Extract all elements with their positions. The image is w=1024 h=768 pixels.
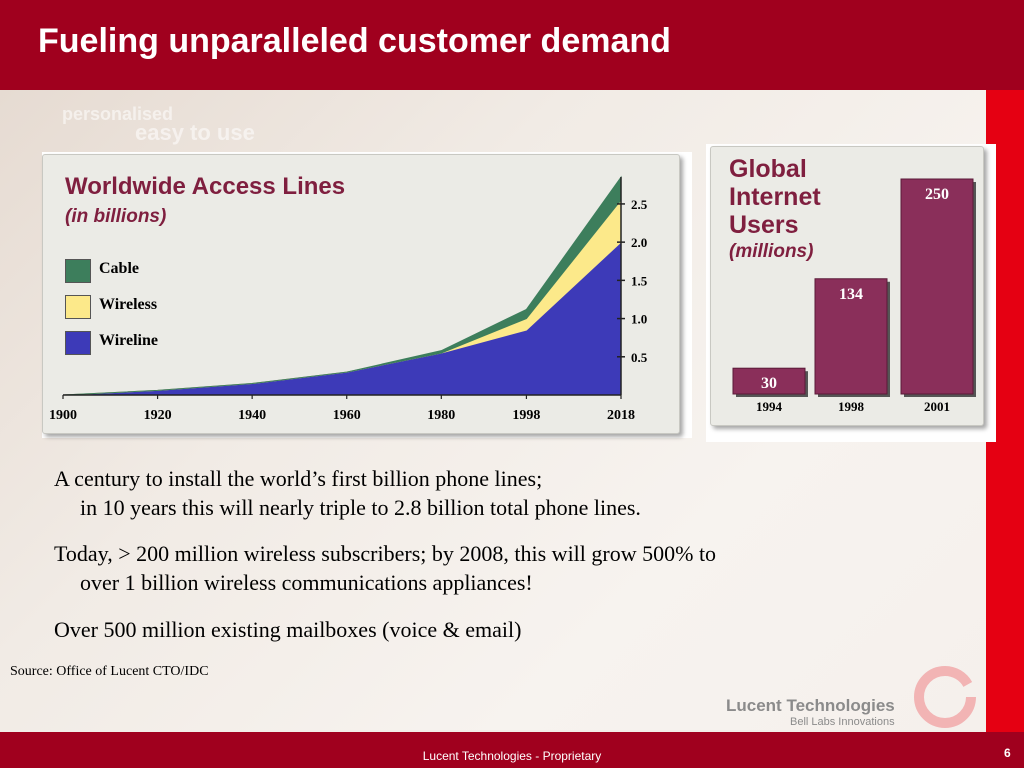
y-tick-label: 2.5	[631, 197, 648, 212]
internet-users-panel: Global Internet Users (millions) 30 1994 1…	[706, 144, 996, 442]
x-tick-label: 1980	[427, 408, 455, 423]
background-text-1: personalised	[62, 104, 174, 124]
internet-users-title-line-1: Global	[729, 155, 807, 183]
internet-users-chart-card: Global Internet Users (millions) 30 1994 1…	[710, 146, 984, 426]
internet-users-subtitle: (millions)	[729, 241, 814, 262]
bullet-1-line-1: A century to install the world’s first b…	[54, 466, 543, 491]
internet-users-title-line-3: Users	[729, 211, 799, 239]
access-lines-area-chart: 0.5 1.0 1.5 2.0 2.5 1900 1920 1940 1960 1980 1998 2…	[49, 175, 648, 423]
bar-category-label: 1998	[838, 399, 865, 414]
footer-bar	[0, 732, 1024, 768]
lucent-logo-tagline: Bell Labs Innovations	[790, 716, 895, 728]
internet-users-title-line-2: Internet	[729, 183, 821, 211]
y-tick-label: 0.5	[631, 350, 648, 365]
background-text-2: easy to use	[135, 120, 255, 145]
x-tick-label: 1920	[144, 408, 172, 423]
x-tick-label: 2018	[607, 408, 635, 423]
bullet-2-line-1: Today, > 200 million wireless subscriber…	[54, 541, 717, 566]
lucent-logo-text: Lucent Technologies	[726, 696, 895, 715]
access-lines-chart-title: Worldwide Access Lines	[65, 173, 346, 200]
bar-category-label: 1994	[756, 399, 783, 414]
y-tick-label: 1.0	[631, 312, 647, 327]
x-tick-label: 1900	[49, 408, 77, 423]
title-bar	[0, 0, 1024, 90]
legend-swatch-wireless	[65, 295, 91, 319]
legend-swatch-cable	[65, 259, 91, 283]
bar-value-label: 30	[761, 375, 777, 392]
x-tick-label: 1998	[512, 408, 540, 423]
bar-1994	[732, 367, 806, 395]
bullet-1-line-2: in 10 years this will nearly triple to 2…	[80, 495, 641, 520]
legend-swatch-wireline	[65, 331, 91, 355]
x-tick-label: 1960	[333, 408, 361, 423]
bar-value-label: 250	[925, 186, 949, 203]
access-lines-panel: Worldwide Access Lines (in billions) Cab…	[42, 152, 692, 438]
access-lines-chart-subtitle: (in billions)	[65, 206, 167, 227]
footer-text: Lucent Technologies - Proprietary	[422, 749, 602, 763]
legend-label-wireline: Wireline	[99, 332, 158, 349]
bullet-2-line-2: over 1 billion wireless communications a…	[80, 570, 533, 595]
bar-category-label: 2001	[924, 399, 950, 414]
source-note: Source: Office of Lucent CTO/IDC	[10, 664, 209, 679]
bullet-3: Over 500 million existing mailboxes (voi…	[54, 615, 521, 644]
y-tick-label: 2.0	[631, 235, 647, 250]
bar-value-label: 134	[839, 286, 863, 303]
slide-title: Fueling unparalleled customer demand	[38, 22, 671, 60]
bar-2001	[900, 178, 974, 395]
x-tick-label: 1940	[238, 408, 266, 423]
y-tick-label: 1.5	[631, 273, 648, 288]
bullet-2: Today, > 200 million wireless subscriber…	[54, 539, 716, 597]
legend-label-wireless: Wireless	[99, 296, 158, 313]
internet-users-bar-chart: 30 1994 134 1998 250 2001	[732, 178, 976, 414]
bullet-3-line-1: Over 500 million existing mailboxes (voi…	[54, 617, 522, 642]
page-number: 6	[1004, 746, 1011, 760]
lucent-ring-logo	[914, 666, 976, 728]
bullet-1: A century to install the world’s first b…	[54, 464, 641, 522]
legend-label-cable: Cable	[99, 260, 139, 277]
bar-1998	[814, 278, 888, 395]
access-lines-chart-card: Worldwide Access Lines (in billions) Cab…	[42, 154, 680, 434]
